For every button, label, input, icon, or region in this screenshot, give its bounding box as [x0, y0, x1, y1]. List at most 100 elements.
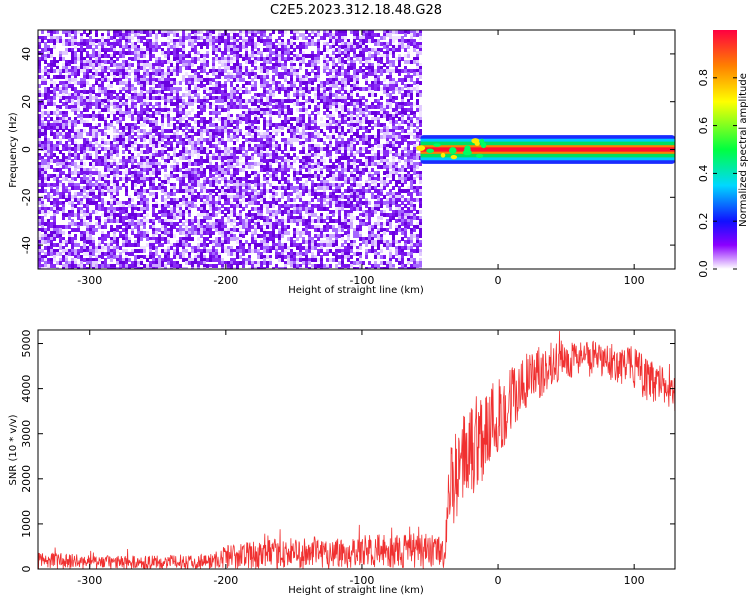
heatmap-cell [290, 60, 293, 64]
heatmap-cell [50, 66, 53, 70]
heatmap-cell [203, 168, 206, 172]
heatmap-cell [161, 153, 164, 157]
heatmap-cell [65, 96, 68, 100]
heatmap-cell [185, 261, 188, 265]
heatmap-cell [95, 129, 98, 133]
heatmap-cell [200, 258, 203, 262]
heatmap-cell [224, 141, 227, 145]
heatmap-cell [77, 102, 80, 106]
heatmap-cell [185, 93, 188, 97]
heatmap-cell [266, 189, 269, 193]
heatmap-cell [185, 33, 188, 37]
heatmap-cell [125, 144, 128, 148]
heatmap-cell [65, 75, 68, 79]
heatmap-cell [92, 51, 95, 55]
heatmap-cell [230, 129, 233, 133]
heatmap-cell [131, 222, 134, 226]
heatmap-cell [164, 222, 167, 226]
heatmap-cell [152, 171, 155, 175]
heatmap-cell [101, 231, 104, 235]
heatmap-cell [161, 63, 164, 67]
heatmap-cell [233, 189, 236, 193]
heatmap-cell [227, 216, 230, 220]
heatmap-cell [137, 153, 140, 157]
heatmap-cell [74, 90, 77, 94]
heatmap-cell [50, 231, 53, 235]
heatmap-cell [71, 72, 74, 76]
heatmap-cell [281, 216, 284, 220]
heatmap-cell [47, 144, 50, 148]
heatmap-cell [260, 99, 263, 103]
heatmap-cell [227, 105, 230, 109]
heatmap-cell [287, 183, 290, 187]
heatmap-cell [50, 111, 53, 115]
heatmap-cell [170, 87, 173, 91]
heatmap-cell [275, 39, 278, 43]
heatmap-cell [143, 48, 146, 52]
heatmap-cell [128, 216, 131, 220]
heatmap-cell [188, 60, 191, 64]
heatmap-cell [62, 30, 65, 34]
heatmap-cell [182, 249, 185, 253]
heatmap-cell [44, 144, 47, 148]
heatmap-cell [230, 30, 233, 34]
heatmap-cell [98, 186, 101, 190]
heatmap-cell [119, 207, 122, 211]
heatmap-cell [101, 156, 104, 160]
heatmap-cell [311, 186, 314, 190]
heatmap-cell [80, 177, 83, 181]
heatmap-cell [272, 69, 275, 73]
heatmap-cell [98, 267, 101, 269]
heatmap-cell [251, 195, 254, 199]
heatmap-cell [53, 225, 56, 229]
heatmap-cell [62, 75, 65, 79]
heatmap-cell [263, 267, 266, 269]
heatmap-cell [188, 228, 191, 232]
heatmap-cell [116, 267, 119, 269]
heatmap-cell [185, 174, 188, 178]
heatmap-cell [98, 189, 101, 193]
heatmap-cell [155, 159, 158, 163]
heatmap-cell [53, 90, 56, 94]
heatmap-cell [230, 189, 233, 193]
heatmap-cell [122, 261, 125, 265]
heatmap-cell [164, 54, 167, 58]
heatmap-cell [41, 222, 44, 226]
heatmap-cell [143, 159, 146, 163]
heatmap-cell [110, 219, 113, 223]
heatmap-cell [95, 114, 98, 118]
heatmap-cell [233, 90, 236, 94]
heatmap-cell [41, 48, 44, 52]
heatmap-cell [167, 153, 170, 157]
heatmap-cell [200, 66, 203, 70]
heatmap-cell [92, 225, 95, 229]
heatmap-cell [59, 120, 62, 124]
heatmap-cell [260, 108, 263, 112]
heatmap-cell [305, 42, 308, 46]
heatmap-cell [296, 192, 299, 196]
heatmap-cell [68, 261, 71, 265]
heatmap-cell [59, 201, 62, 205]
heatmap-cell [113, 42, 116, 46]
heatmap-cell [149, 63, 152, 67]
heatmap-cell [266, 84, 269, 88]
heatmap-cell [185, 195, 188, 199]
heatmap-cell [176, 120, 179, 124]
heatmap-cell [116, 174, 119, 178]
heatmap-cell [47, 234, 50, 238]
heatmap-cell [269, 60, 272, 64]
heatmap-cell [296, 36, 299, 40]
heatmap-cell [227, 159, 230, 163]
heatmap-cell [80, 189, 83, 193]
heatmap-cell [86, 204, 89, 208]
heatmap-cell [236, 171, 239, 175]
heatmap-cell [200, 162, 203, 166]
heatmap-cell [140, 96, 143, 100]
heatmap-cell [299, 60, 302, 64]
heatmap-cell [278, 237, 281, 241]
heatmap-cell [167, 135, 170, 139]
heatmap-cell [44, 147, 47, 151]
heatmap-cell [125, 258, 128, 262]
heatmap-cell [62, 249, 65, 253]
heatmap-cell [248, 90, 251, 94]
